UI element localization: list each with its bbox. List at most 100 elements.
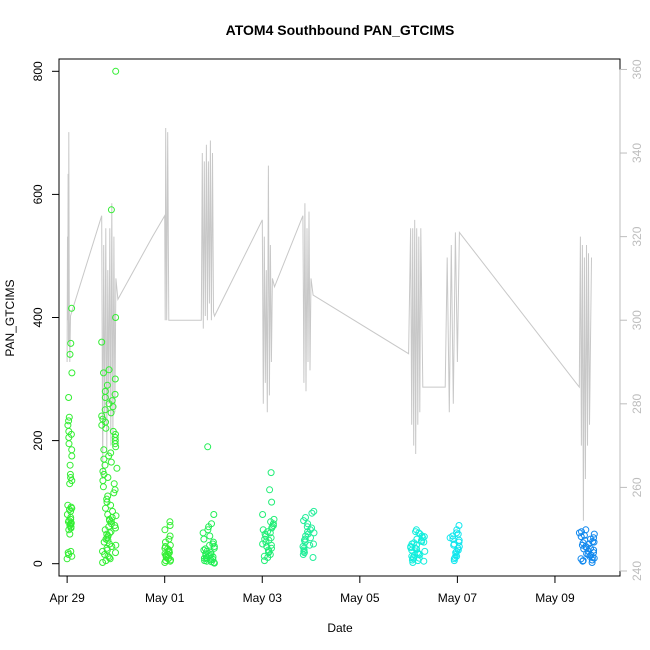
chart-title: ATOM4 Southbound PAN_GTCIMS bbox=[226, 22, 455, 38]
scatter-point bbox=[108, 397, 116, 405]
scatter-point bbox=[113, 464, 121, 472]
scatter-point bbox=[166, 518, 174, 526]
scatter-point bbox=[67, 547, 75, 555]
scatter-point bbox=[582, 526, 590, 534]
scatter-point bbox=[68, 452, 76, 460]
scatter-point bbox=[110, 489, 118, 497]
scatter-cluster bbox=[161, 518, 175, 566]
scatter-cluster bbox=[98, 67, 121, 566]
scatter-point bbox=[99, 415, 107, 423]
scatter-point bbox=[68, 369, 76, 377]
x-tick-label: Apr 29 bbox=[49, 591, 85, 605]
scatter-point bbox=[210, 511, 218, 518]
scatter-point bbox=[110, 480, 118, 488]
scatter-point bbox=[111, 375, 119, 383]
scatter-point bbox=[310, 540, 317, 548]
x-axis-label: Date bbox=[327, 621, 353, 635]
x-tick-label: May 07 bbox=[438, 591, 478, 605]
scatter-point bbox=[309, 554, 317, 561]
scatter-point bbox=[68, 304, 76, 312]
scatter-point bbox=[590, 530, 598, 538]
scatter-point bbox=[207, 549, 215, 557]
scatter-point bbox=[161, 543, 169, 550]
scatter-point bbox=[455, 522, 463, 529]
plot-frame bbox=[58, 58, 621, 577]
scatter-point bbox=[308, 509, 316, 517]
y-right-tick-label: 260 bbox=[630, 477, 644, 497]
x-axis: Apr 29 May 01 May 03 May 05 May 07 May 09 bbox=[49, 575, 575, 605]
scatter-point bbox=[100, 470, 108, 478]
scatter-point bbox=[590, 534, 598, 542]
y-axis-label: PAN_GTCIMS bbox=[3, 279, 17, 356]
scatter-point bbox=[453, 529, 460, 537]
scatter-point bbox=[64, 501, 72, 509]
scatter-point bbox=[66, 470, 74, 478]
scatter-point bbox=[111, 434, 119, 441]
scatter-point bbox=[589, 538, 597, 545]
scatter-point bbox=[107, 206, 115, 214]
scatter-point bbox=[165, 535, 173, 543]
y-right-tick-label: 340 bbox=[630, 143, 644, 163]
scatter-point bbox=[64, 421, 72, 429]
scatter-point bbox=[112, 549, 119, 557]
x-tick-label: May 03 bbox=[243, 591, 283, 605]
scatter-point bbox=[208, 520, 215, 528]
scatter-point bbox=[259, 511, 267, 518]
y-left-tick-label: 200 bbox=[31, 430, 45, 450]
scatter-point bbox=[66, 461, 74, 469]
scatter-point bbox=[266, 486, 274, 494]
scatter-point bbox=[421, 547, 429, 555]
scatter-point bbox=[303, 523, 311, 531]
scatter-point bbox=[65, 394, 73, 401]
scatter-point bbox=[112, 314, 120, 321]
y-axis-right: 240 260 280 300 320 340 360 bbox=[619, 59, 644, 581]
scatter-point bbox=[453, 526, 461, 534]
scatter-point bbox=[112, 67, 120, 75]
scatter-point bbox=[454, 530, 462, 538]
scatter-point bbox=[451, 554, 459, 561]
scatter-cluster bbox=[63, 304, 76, 563]
scatter-point bbox=[103, 381, 111, 389]
scatter-point bbox=[587, 544, 594, 552]
scatter-point bbox=[104, 492, 112, 500]
y-right-tick-label: 320 bbox=[630, 226, 644, 246]
scatter-point bbox=[199, 529, 207, 537]
y-right-tick-label: 240 bbox=[630, 561, 644, 581]
scatter-point bbox=[104, 474, 112, 481]
scatter-point bbox=[261, 530, 269, 538]
line-series bbox=[66, 127, 592, 521]
scatter-point bbox=[261, 535, 269, 543]
scatter-cluster bbox=[259, 469, 278, 565]
scatter-point bbox=[300, 536, 308, 544]
scatter-point bbox=[65, 413, 73, 421]
scatter-cluster bbox=[407, 526, 429, 566]
scatter-point bbox=[109, 507, 116, 515]
scatter-cluster bbox=[575, 526, 598, 566]
scatter-point bbox=[65, 440, 73, 448]
scatter-point bbox=[102, 424, 110, 432]
scatter-point bbox=[204, 526, 212, 534]
scatter-point bbox=[209, 538, 217, 546]
scatter-point bbox=[204, 443, 212, 451]
scatter-point bbox=[201, 545, 209, 553]
scatter-point bbox=[161, 526, 169, 534]
scatter-point bbox=[107, 449, 115, 457]
scatter-point bbox=[416, 551, 424, 558]
scatter-cluster bbox=[446, 522, 463, 565]
y-right-tick-label: 300 bbox=[630, 310, 644, 330]
scatter-point bbox=[166, 522, 174, 529]
scatter-point bbox=[103, 495, 111, 503]
x-tick-label: May 01 bbox=[145, 591, 185, 605]
scatter-point bbox=[102, 504, 109, 512]
line-series-path bbox=[66, 127, 592, 521]
scatter-point bbox=[577, 555, 585, 563]
y-left-tick-label: 600 bbox=[31, 184, 45, 204]
scatter-point bbox=[268, 498, 276, 506]
y-left-tick-label: 800 bbox=[31, 61, 45, 81]
scatter-point bbox=[270, 515, 278, 523]
scatter-point bbox=[412, 526, 420, 534]
scatter-point bbox=[112, 541, 120, 549]
scatter-point bbox=[101, 387, 109, 395]
scatter-point bbox=[66, 350, 74, 358]
